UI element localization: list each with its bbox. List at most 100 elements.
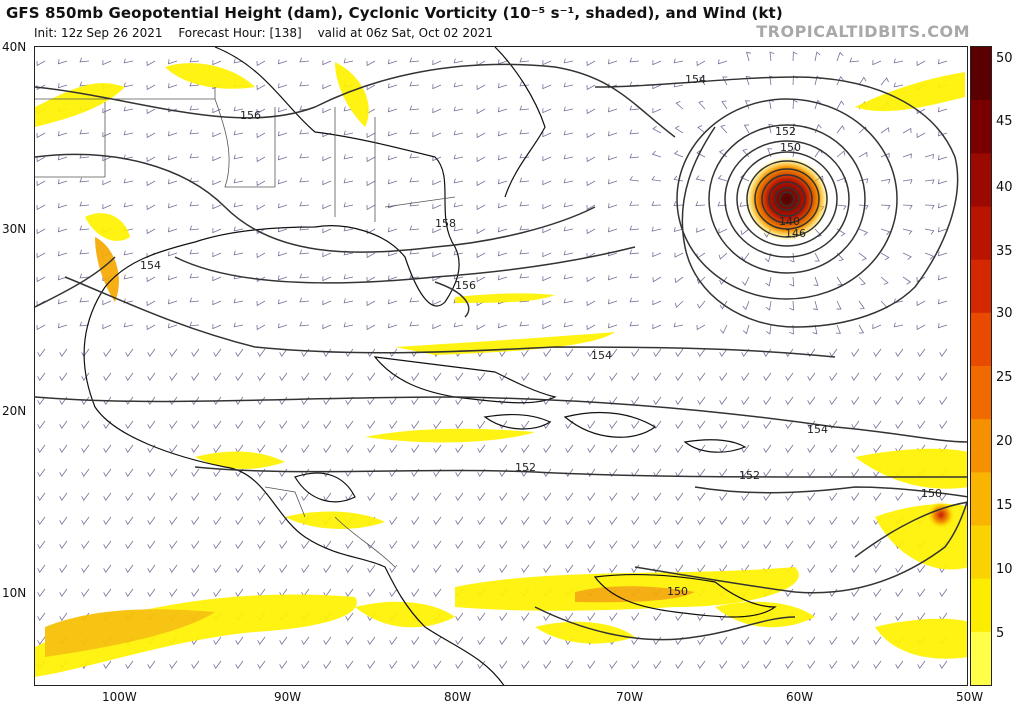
wind-barb (746, 51, 752, 62)
contour-label: 154 (807, 423, 828, 436)
wind-barb (851, 396, 860, 406)
wind-barb (609, 612, 618, 622)
wind-barb (858, 324, 865, 334)
wind-barb (673, 58, 684, 64)
wind-barb (858, 252, 867, 261)
contour-label: 158 (435, 217, 456, 230)
wind-barb (696, 149, 706, 158)
wind-barb (742, 276, 750, 286)
wind-barb (213, 420, 222, 430)
wind-barb (851, 660, 860, 670)
wind-barb (79, 57, 90, 63)
wind-barb (81, 492, 90, 502)
wind-barb (836, 276, 843, 286)
wind-barb (939, 660, 948, 670)
wind-barb (322, 60, 332, 66)
wind-barb (322, 300, 332, 306)
wind-barb (453, 130, 464, 136)
wind-barb (343, 202, 354, 208)
wind-barb (653, 492, 662, 502)
wind-barb (895, 564, 904, 574)
hurricane-vortex (745, 157, 829, 241)
wind-barb (542, 84, 552, 90)
colorbar-block (971, 312, 991, 367)
wind-barb (146, 180, 156, 187)
wind-barb (57, 59, 68, 65)
wind-barb (345, 588, 354, 598)
wind-barb (873, 372, 882, 382)
wind-barb (521, 372, 530, 382)
wind-barb (652, 84, 662, 90)
wind-barb (829, 444, 838, 454)
wind-barb (37, 684, 46, 685)
wind-barb (213, 588, 222, 598)
wind-barb (768, 123, 774, 134)
wind-barb (829, 516, 838, 526)
wind-barb (542, 132, 552, 138)
wind-barb (59, 564, 68, 574)
wind-barb (387, 83, 398, 89)
wind-barb (542, 228, 552, 234)
wind-barb (542, 324, 552, 330)
wind-barb (455, 516, 464, 526)
wind-barb (763, 444, 772, 454)
wind-barb (916, 324, 926, 331)
wind-barb (167, 323, 178, 329)
wind-barb (609, 420, 618, 430)
wind-barb (389, 348, 398, 358)
wind-barb (235, 540, 244, 550)
wind-barb (916, 132, 926, 139)
wind-barb (652, 108, 662, 114)
wind-barb (81, 540, 90, 550)
wind-barb (785, 516, 794, 526)
wind-barb (631, 516, 640, 526)
wind-barb (256, 156, 266, 163)
wind-barb (673, 322, 684, 328)
wind-barb (542, 276, 552, 282)
wind-barb (411, 636, 420, 646)
wind-barb (675, 101, 684, 110)
wind-barb (609, 540, 618, 550)
lon-label-70w: 70W (616, 690, 644, 704)
wind-barb (323, 444, 332, 454)
wind-barb (937, 131, 948, 137)
wind-barb (36, 324, 46, 331)
wind-barb (477, 540, 486, 550)
wind-barb (323, 420, 332, 430)
wind-barb (609, 348, 618, 358)
wind-barb (167, 299, 178, 305)
wind-barb (652, 252, 662, 258)
wind-barb (191, 468, 200, 478)
wind-barb (389, 444, 398, 454)
wind-barb (256, 108, 266, 115)
wind-barb (586, 204, 596, 211)
wind-barb (433, 540, 442, 550)
colorbar-label: 40 (996, 180, 1013, 195)
wind-barb (586, 156, 596, 163)
wind-barb (917, 420, 926, 430)
wind-barb (717, 174, 728, 182)
wind-barb (212, 204, 222, 210)
wind-barb (102, 180, 112, 186)
colorbar-label: 20 (996, 434, 1013, 449)
wind-barb (257, 636, 266, 646)
wind-barb (812, 324, 818, 335)
wind-barb (455, 444, 464, 454)
wind-barb (59, 516, 68, 526)
wind-barb (389, 684, 398, 685)
wind-barb (191, 660, 200, 670)
wind-barb (851, 420, 860, 430)
wind-barb (123, 130, 134, 136)
wind-barb (146, 108, 156, 115)
wind-barb (631, 444, 640, 454)
wind-barb (937, 227, 948, 233)
wind-barb (212, 108, 222, 114)
wind-barb (741, 660, 750, 670)
wind-barb (189, 321, 200, 327)
wind-barb (432, 84, 442, 90)
wind-barb (455, 660, 464, 670)
wind-barb (924, 252, 935, 260)
wind-barb (167, 179, 178, 185)
wind-barb (189, 201, 200, 207)
wind-barb (631, 684, 640, 685)
